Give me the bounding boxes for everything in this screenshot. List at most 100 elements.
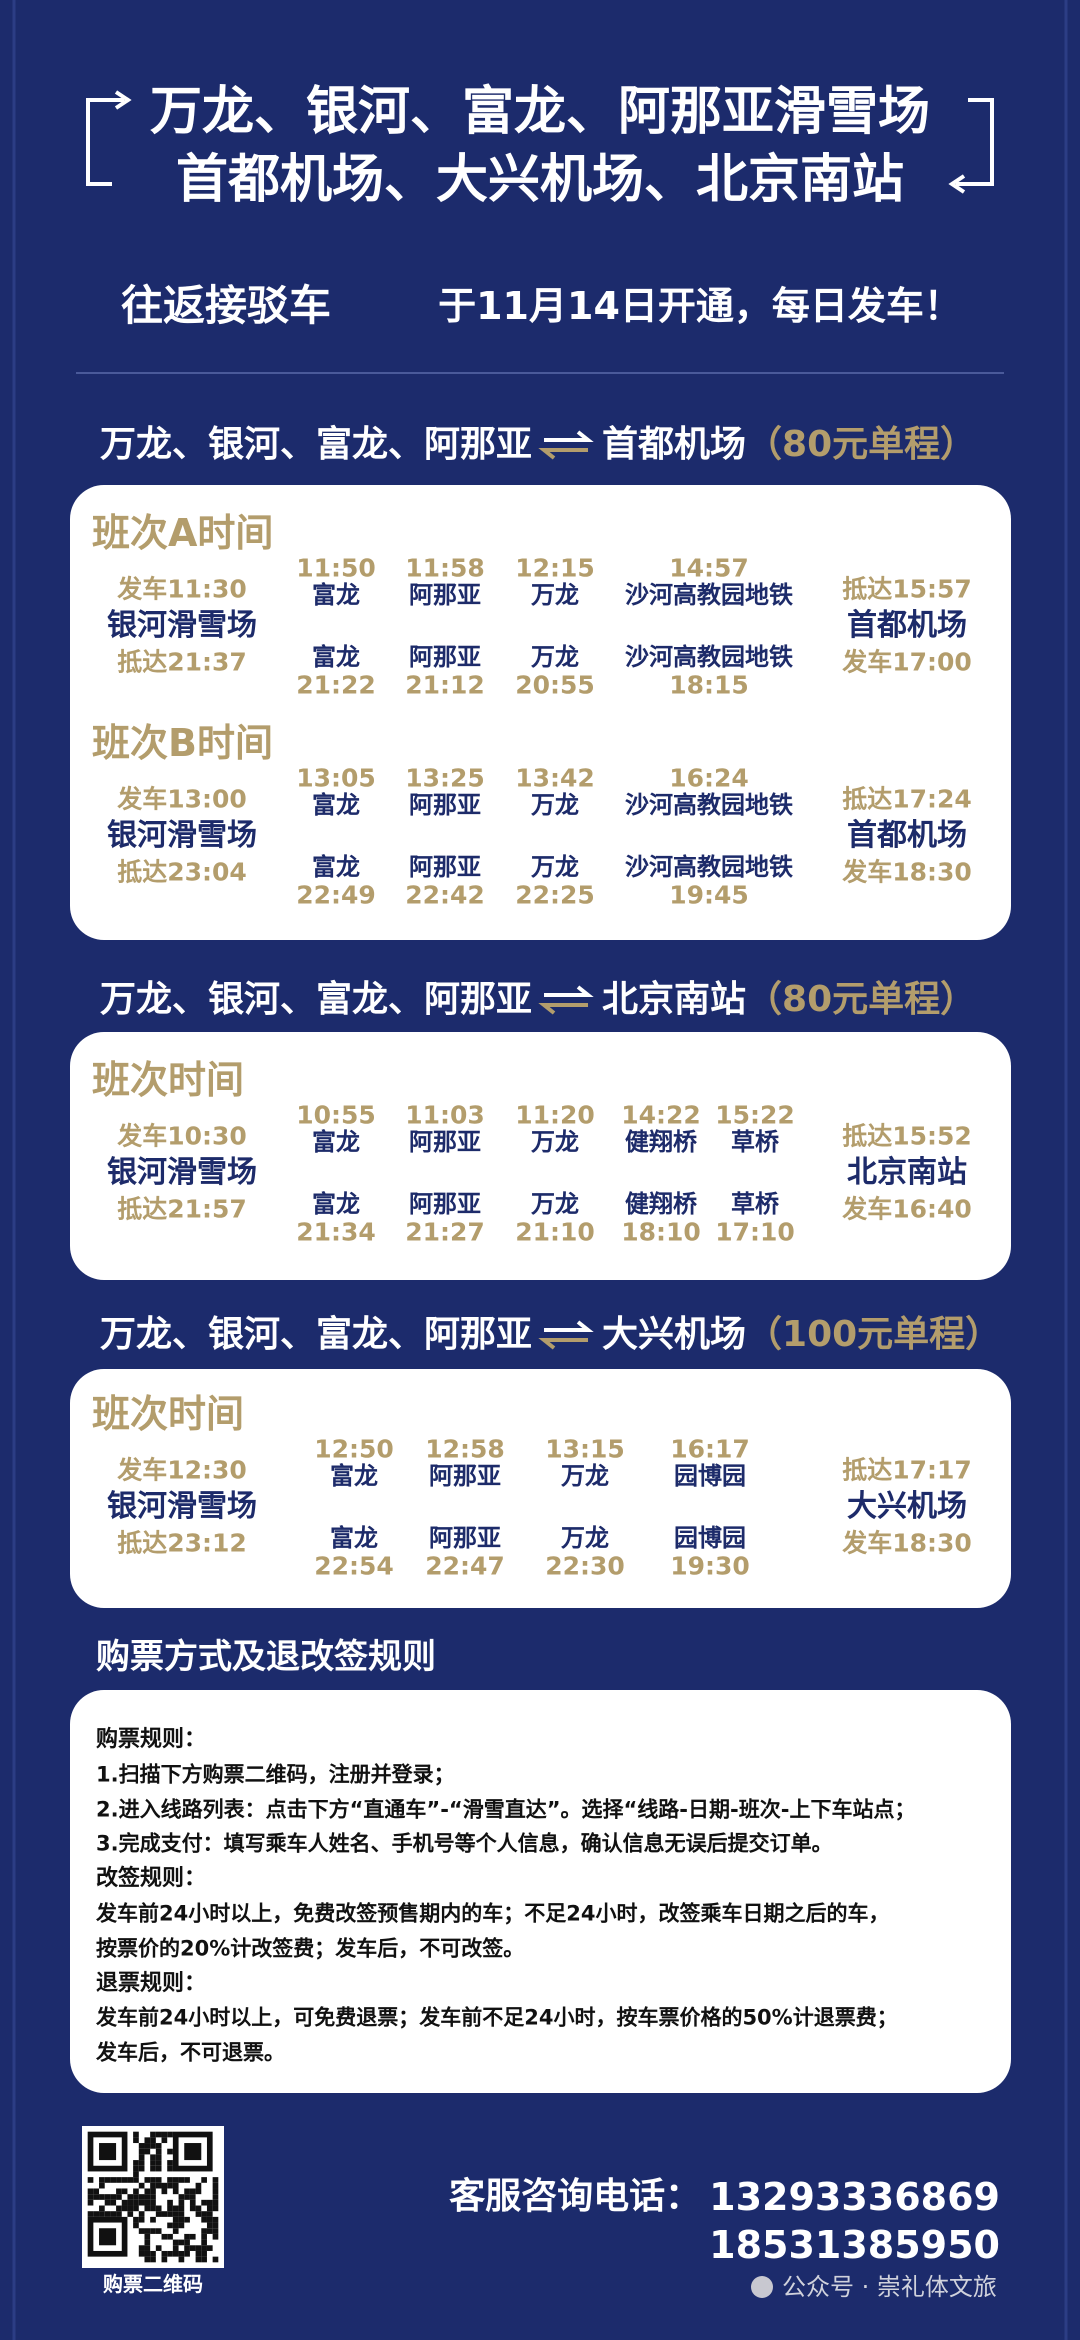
phone: 13293336869 [709,2175,1000,2219]
qr-cell [172,2177,179,2183]
qr-cell [87,2194,94,2200]
qr-cell [212,2194,219,2200]
stop-name: 富龙 [312,1190,360,1218]
origin-depart: 发车12:30 [117,1455,247,1485]
qr-cell [206,2216,213,2223]
qr-cell [201,2239,207,2246]
qr-cell [110,2199,117,2206]
qr-cell [178,2194,185,2200]
qr-finder [99,2228,117,2246]
qr-cell [212,2216,219,2223]
qr-cell [178,2211,185,2217]
qr-cell [155,2211,162,2217]
rules-line: 发车后，不可退票。 [96,2040,285,2065]
destination-depart: 发车17:00 [842,647,972,677]
outbound-time: 11:58 [405,553,485,583]
qr-cell [87,2188,94,2195]
qr-cell [144,2188,151,2195]
return-time: 21:10 [515,1217,595,1247]
schedule-card [70,485,1011,940]
qr-cell [144,2137,151,2144]
qr-cell [144,2228,151,2234]
rules-line: 2.进入线路列表：点击下方“直通车”-“滑雪直达”。选择“线路-日期-班次-上下… [96,1797,916,1822]
qr-cell [184,2245,190,2251]
qr-cell [201,2228,207,2234]
rules-line: 发车前24小时以上，可免费退票；发车前不足24小时，按车票价格的50%计退票费； [96,2005,898,2030]
qr-cell [127,2211,134,2217]
qr-cell [201,2250,207,2257]
rules-line: 1.扫描下方购票二维码，注册并登录； [96,1762,455,1787]
destination-depart: 发车16:40 [842,1194,972,1224]
qr-cell [189,2194,196,2200]
rules-line: 按票价的20%计改签费；发车后，不可改签。 [96,1936,525,1961]
qr-cell [144,2205,151,2212]
qr-cell [133,2131,139,2138]
qr-cell [127,2194,134,2200]
return-time: 22:54 [314,1551,394,1581]
qr-cell [155,2131,162,2138]
outbound-time: 11:03 [405,1100,485,1130]
title-line: 首都机场、大兴机场、北京南站 [175,150,905,210]
qr-cell [195,2188,202,2195]
stop-name: 沙河高教园地铁 [625,643,793,671]
return-time: 22:30 [545,1551,625,1581]
origin-arrive: 抵达21:37 [117,647,247,677]
qr-cell [116,2211,122,2217]
qr-cell [133,2137,139,2144]
qr-cell [178,2205,185,2212]
qr-cell [150,2182,156,2189]
qr-cell [144,2239,151,2246]
qr-cell [178,2216,185,2223]
outbound-time: 13:42 [515,763,595,793]
return-time: 21:27 [405,1217,485,1247]
schedule-card [70,1369,1011,1608]
qr-cell [138,2154,145,2161]
destination-name: 首都机场 [847,608,967,643]
qr-cell [133,2177,139,2183]
qr-cell [138,2182,145,2189]
qr-cell [212,2188,219,2195]
stop-name: 富龙 [330,1462,378,1490]
qr-cell [127,2205,134,2212]
qr-cell [104,2194,111,2200]
destination-name: 大兴机场 [847,1489,967,1524]
qr-cell [172,2239,179,2246]
qr-cell [195,2256,202,2263]
outbound-time: 13:15 [545,1434,625,1464]
qr-cell [138,2211,145,2217]
outbound-time: 13:25 [405,763,485,793]
destination-arrive: 抵达15:57 [842,574,972,604]
qr-cell [93,2211,100,2217]
qr-cell [212,2182,219,2189]
destination-arrive: 抵达15:52 [842,1121,972,1151]
phone: 18531385950 [709,2223,1000,2267]
qr-cell [155,2245,162,2251]
return-time: 22:47 [425,1551,505,1581]
qr-cell [133,2194,139,2200]
stop-name: 万龙 [561,1462,609,1490]
destination-depart: 发车18:30 [842,857,972,887]
qr-cell [178,2250,185,2257]
route-to: 大兴机场 [602,1314,747,1355]
outbound-time: 12:50 [314,1434,394,1464]
destination-arrive: 抵达17:24 [842,784,972,814]
stop-name: 阿那亚 [409,1190,481,1218]
qr-cell [161,2188,168,2195]
qr-cell [150,2160,156,2166]
qr-cell [212,2233,219,2240]
qr-cell [121,2188,128,2195]
qr-cell [178,2222,185,2229]
outbound-time: 16:17 [670,1434,750,1464]
qr-cell [138,2160,145,2166]
wechat-icon [751,2276,773,2298]
stop-name: 沙河高教园地铁 [625,853,793,881]
schedule-label: 班次时间 [92,1392,245,1436]
stop-name: 万龙 [561,1524,609,1552]
qr-cell [212,2205,219,2212]
outbound-time: 13:05 [296,763,376,793]
stop-name: 园博园 [674,1462,746,1490]
qr-cell [184,2216,190,2223]
qr-cell [201,2211,207,2217]
qr-cell [133,2171,139,2178]
qr-cell [150,2165,156,2172]
